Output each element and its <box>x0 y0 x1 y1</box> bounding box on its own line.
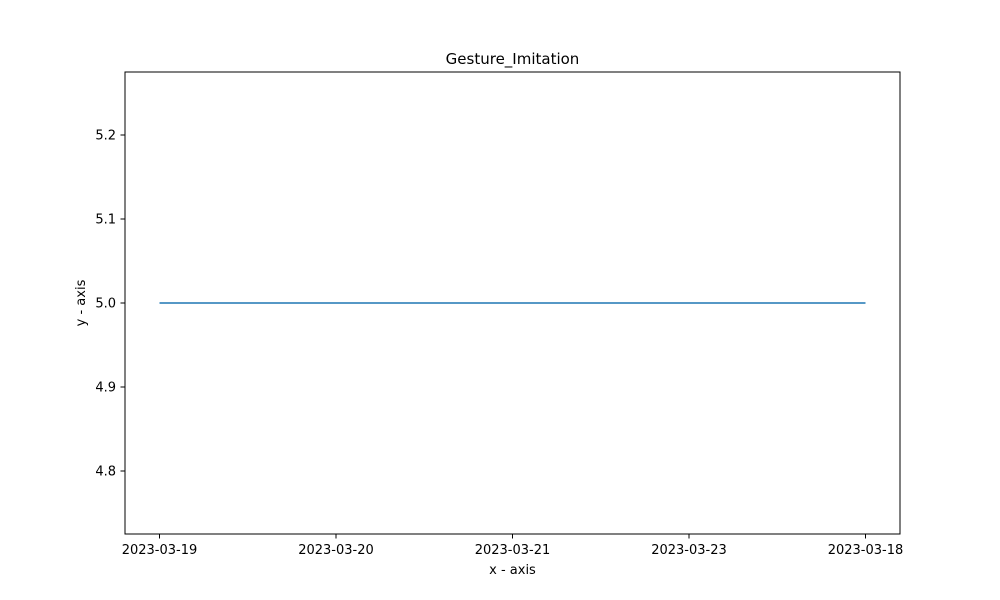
chart-title: Gesture_Imitation <box>446 50 580 69</box>
plot-frame <box>124 71 901 535</box>
x-tick-label: 2023-03-23 <box>651 543 727 558</box>
x-tick-label: 2023-03-20 <box>298 543 374 558</box>
y-tick-label: 5.1 <box>95 213 116 228</box>
x-tick-label: 2023-03-19 <box>122 543 198 558</box>
x-tick-label: 2023-03-18 <box>828 543 904 558</box>
y-tick-label: 4.9 <box>95 381 116 396</box>
y-tick-label: 5.2 <box>95 129 116 144</box>
y-axis-label: y - axis <box>74 279 89 326</box>
x-tick-label: 2023-03-21 <box>475 543 551 558</box>
y-tick-label: 5.0 <box>95 297 116 312</box>
x-axis-ticks: 2023-03-19 2023-03-20 2023-03-21 2023-03-23… <box>122 534 904 558</box>
y-axis-ticks: 4.8 4.9 5.0 5.1 5.2 <box>95 129 125 480</box>
y-tick-label: 4.8 <box>95 465 116 480</box>
x-axis-label: x - axis <box>489 563 536 578</box>
